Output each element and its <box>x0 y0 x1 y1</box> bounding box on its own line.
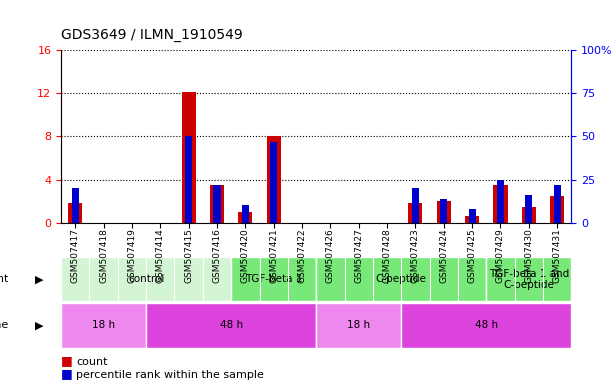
Bar <box>316 257 486 301</box>
Text: GSM507428: GSM507428 <box>382 228 392 283</box>
Bar <box>238 212 252 223</box>
Bar <box>408 203 422 223</box>
Bar <box>554 185 561 223</box>
Bar <box>550 196 564 223</box>
Text: agent: agent <box>0 274 9 285</box>
Bar <box>181 92 196 223</box>
Text: ■: ■ <box>61 354 73 367</box>
Text: GSM507425: GSM507425 <box>467 228 477 283</box>
Text: C-peptide: C-peptide <box>376 274 426 285</box>
Text: GSM507414: GSM507414 <box>156 228 165 283</box>
Bar <box>231 257 316 301</box>
Text: GSM507417: GSM507417 <box>71 228 80 283</box>
Bar <box>270 142 277 223</box>
Text: ■: ■ <box>61 367 73 380</box>
Text: GSM507419: GSM507419 <box>128 228 136 283</box>
Bar <box>440 199 447 223</box>
Text: GSM507429: GSM507429 <box>496 228 505 283</box>
Text: GSM507416: GSM507416 <box>213 228 222 283</box>
Bar <box>213 185 221 223</box>
Bar <box>525 195 532 223</box>
Bar <box>412 188 419 223</box>
Bar <box>486 257 571 301</box>
Bar <box>437 201 451 223</box>
Text: GSM507415: GSM507415 <box>184 228 193 283</box>
Bar <box>401 303 571 348</box>
Text: GSM507420: GSM507420 <box>241 228 250 283</box>
Bar <box>61 303 146 348</box>
Bar <box>316 303 401 348</box>
Text: 48 h: 48 h <box>475 320 498 331</box>
Bar <box>210 185 224 223</box>
Text: TGF-beta 1 and
C-peptide: TGF-beta 1 and C-peptide <box>489 268 569 290</box>
Text: 18 h: 18 h <box>92 320 115 331</box>
Bar <box>146 303 316 348</box>
Text: ▶: ▶ <box>35 274 44 285</box>
Text: count: count <box>76 357 108 367</box>
Text: GDS3649 / ILMN_1910549: GDS3649 / ILMN_1910549 <box>61 28 243 42</box>
Text: GSM507431: GSM507431 <box>552 228 562 283</box>
Bar <box>71 188 79 223</box>
Text: GSM507430: GSM507430 <box>524 228 533 283</box>
Text: GSM507427: GSM507427 <box>354 228 363 283</box>
Text: 18 h: 18 h <box>347 320 370 331</box>
Bar <box>266 136 281 223</box>
Text: GSM507422: GSM507422 <box>298 228 307 283</box>
Bar <box>522 207 536 223</box>
Bar <box>242 205 249 223</box>
Bar <box>465 216 479 223</box>
Text: percentile rank within the sample: percentile rank within the sample <box>76 370 264 380</box>
Text: GSM507423: GSM507423 <box>411 228 420 283</box>
Bar <box>497 180 504 223</box>
Bar <box>185 136 192 223</box>
Bar <box>68 203 82 223</box>
Text: GSM507421: GSM507421 <box>269 228 278 283</box>
Text: GSM507426: GSM507426 <box>326 228 335 283</box>
Text: time: time <box>0 320 9 331</box>
Text: ▶: ▶ <box>35 320 44 331</box>
Bar <box>493 185 508 223</box>
Text: 48 h: 48 h <box>219 320 243 331</box>
Bar <box>61 257 231 301</box>
Text: control: control <box>128 274 164 285</box>
Text: GSM507418: GSM507418 <box>99 228 108 283</box>
Text: GSM507424: GSM507424 <box>439 228 448 283</box>
Bar <box>469 209 475 223</box>
Text: TGF-beta 1: TGF-beta 1 <box>245 274 302 285</box>
